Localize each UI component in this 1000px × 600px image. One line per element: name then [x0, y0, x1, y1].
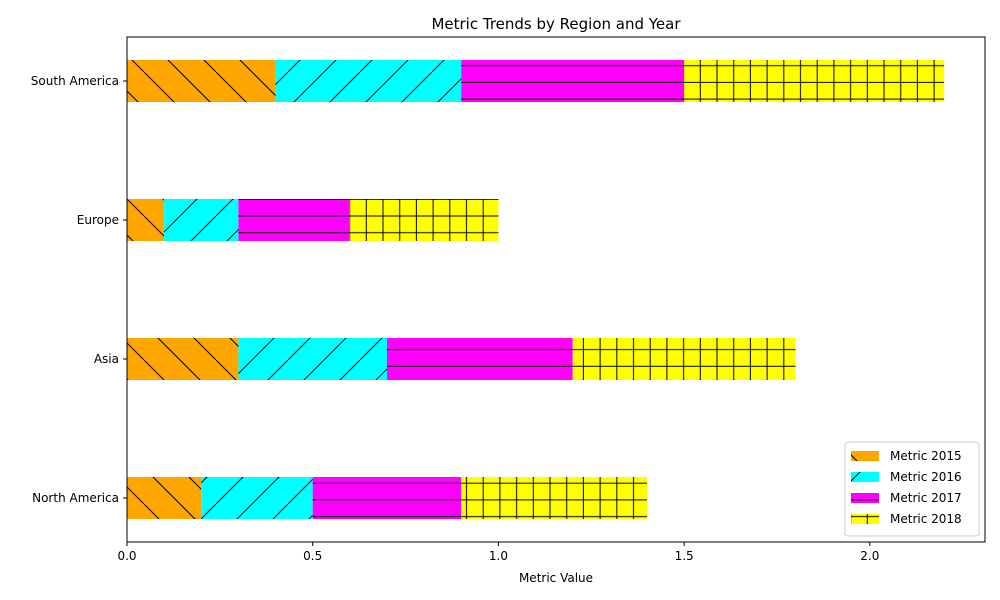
legend-entry: Metric 2018: [851, 512, 962, 526]
bar-segment: [684, 60, 945, 102]
bar-hatch: [127, 477, 202, 519]
legend-label: Metric 2015: [890, 449, 962, 463]
bar-segment: [127, 338, 239, 380]
bar-segment: [127, 60, 276, 102]
bar-segment: [275, 60, 462, 102]
legend-swatch-hatch: [851, 514, 879, 524]
legend-entry: Metric 2015: [851, 449, 962, 463]
y-tick-label: South America: [31, 74, 119, 88]
bars-layer: [127, 60, 945, 519]
legend-label: Metric 2017: [890, 491, 962, 505]
bar-segment: [238, 199, 350, 241]
legend-label: Metric 2018: [890, 512, 962, 526]
bar-segment: [312, 477, 462, 519]
bar-hatch: [349, 199, 499, 241]
bar-segment: [238, 338, 387, 380]
chart-title: Metric Trends by Region and Year: [431, 15, 681, 33]
legend: Metric 2015 Metric 2016 Metric 2017 Metric …: [844, 441, 980, 537]
bar-segment: [201, 477, 313, 519]
bar-hatch: [201, 477, 313, 519]
y-tick-label: North America: [32, 491, 119, 505]
legend-entry: Metric 2016: [851, 470, 962, 484]
bar-hatch: [127, 60, 276, 102]
bar-hatch: [387, 338, 573, 380]
bar-hatch: [127, 199, 165, 241]
bar-segment: [127, 477, 202, 519]
bar-segment: [461, 60, 685, 102]
x-tick-label: 0.0: [117, 549, 136, 563]
bar-segment: [164, 199, 239, 241]
x-axis-title: Metric Value: [519, 571, 593, 585]
bar-hatch: [684, 60, 945, 102]
x-tick-label: 0.5: [303, 549, 322, 563]
x-tick-label: 2.0: [860, 549, 879, 563]
legend-entry: Metric 2017: [851, 491, 962, 505]
x-tick-label: 1.0: [489, 549, 508, 563]
bar-segment: [572, 338, 796, 380]
y-tick-label: Europe: [77, 213, 119, 227]
legend-swatch-hatch: [851, 472, 879, 482]
bar-hatch: [238, 199, 350, 241]
bar-hatch: [238, 338, 387, 380]
x-axis: 0.0 0.5 1.0 1.5 2.0: [117, 542, 879, 563]
bar-hatch: [275, 60, 462, 102]
bar-hatch: [312, 477, 462, 519]
x-tick-label: 1.5: [675, 549, 694, 563]
bar-segment: [127, 199, 165, 241]
legend-frame: [844, 441, 980, 537]
bar-hatch: [164, 199, 239, 241]
bar-hatch: [461, 60, 685, 102]
plot-frame: [126, 36, 986, 543]
legend-label: Metric 2016: [890, 470, 962, 484]
legend-swatch-hatch: [851, 493, 879, 503]
bar-segment: [461, 477, 647, 519]
bar-segment: [387, 338, 573, 380]
bar-hatch: [461, 477, 647, 519]
y-axis: North America Asia Europe South America: [31, 74, 127, 505]
bar-segment: [349, 199, 499, 241]
bar-hatch: [127, 338, 239, 380]
bar-hatch: [572, 338, 796, 380]
y-tick-label: Asia: [94, 352, 119, 366]
legend-swatch-hatch: [851, 451, 879, 461]
